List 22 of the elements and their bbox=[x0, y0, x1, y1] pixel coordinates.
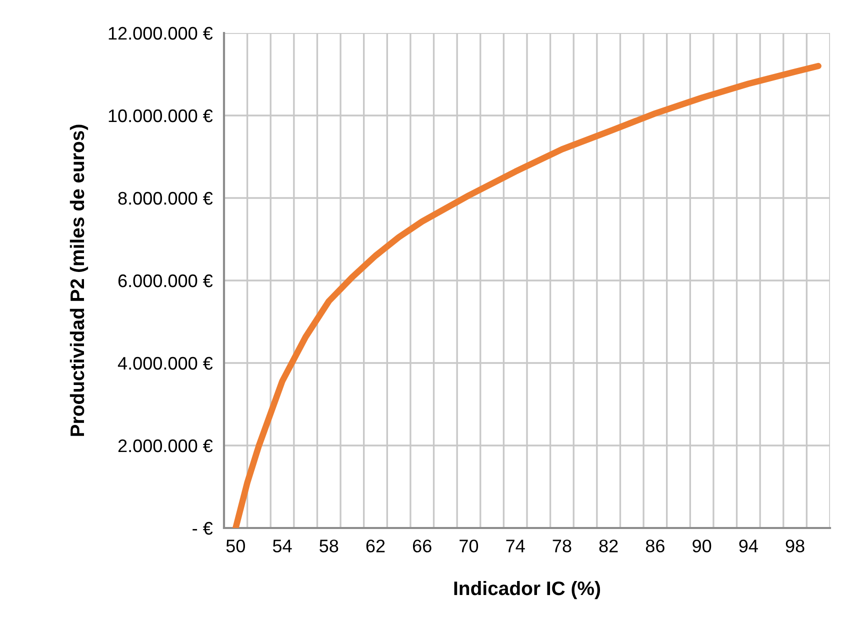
x-tick-label: 54 bbox=[272, 540, 292, 552]
x-tick-label: 94 bbox=[739, 540, 758, 552]
y-tick-label: 4.000.000 € bbox=[118, 356, 213, 370]
x-tick-label: 98 bbox=[786, 540, 804, 552]
y-axis-title: Productividad P2 (miles de euros) bbox=[70, 124, 88, 436]
y-tick-label: 8.000.000 € bbox=[118, 192, 213, 205]
x-tick-label: 66 bbox=[412, 540, 432, 552]
x-tick-label: 74 bbox=[506, 540, 525, 552]
y-tick-label: - € bbox=[192, 522, 213, 535]
x-tick-label: 86 bbox=[646, 540, 664, 552]
x-axis-title: Indicador IC (%) bbox=[454, 580, 600, 600]
x-tick-label: 90 bbox=[692, 540, 712, 552]
x-tick-label: 70 bbox=[460, 540, 478, 552]
x-tick-label: 78 bbox=[552, 540, 572, 552]
y-tick-label: 10.000.000 € bbox=[108, 109, 213, 122]
y-tick-label: 2.000.000 € bbox=[118, 439, 213, 452]
y-tick-label: 6.000.000 € bbox=[118, 274, 213, 288]
x-tick-label: 58 bbox=[320, 540, 338, 552]
x-tick-label: 50 bbox=[226, 540, 245, 552]
x-tick-label: 82 bbox=[599, 540, 618, 552]
y-tick-label: 12.000.000 € bbox=[108, 26, 213, 40]
x-tick-label: 62 bbox=[366, 540, 385, 552]
